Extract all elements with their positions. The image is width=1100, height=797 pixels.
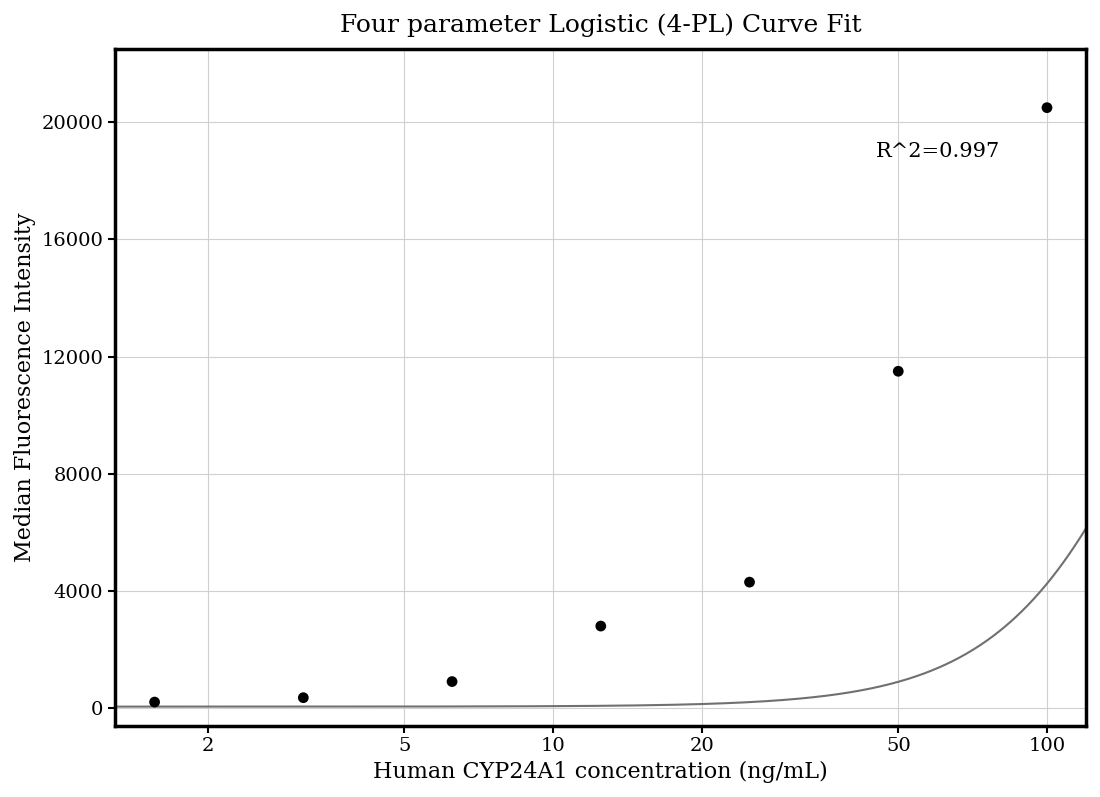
Y-axis label: Median Fluorescence Intensity: Median Fluorescence Intensity — [14, 213, 36, 562]
Point — [592, 620, 609, 633]
X-axis label: Human CYP24A1 concentration (ng/mL): Human CYP24A1 concentration (ng/mL) — [373, 761, 828, 783]
Point — [1038, 101, 1056, 114]
Text: R^2=0.997: R^2=0.997 — [876, 143, 1000, 162]
Point — [146, 696, 164, 709]
Title: Four parameter Logistic (4-PL) Curve Fit: Four parameter Logistic (4-PL) Curve Fit — [340, 14, 861, 37]
Point — [295, 691, 312, 704]
Point — [890, 365, 908, 378]
Point — [740, 575, 758, 588]
Point — [443, 675, 461, 688]
